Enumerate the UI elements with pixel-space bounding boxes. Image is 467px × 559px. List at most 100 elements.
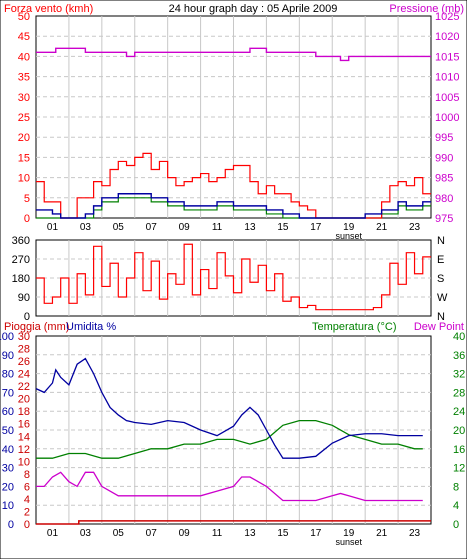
rain-tick-label: 28 <box>18 344 30 356</box>
chart-title: 24 hour graph day : 05 Aprile 2009 <box>169 3 338 15</box>
direction-tick-label: 270 <box>12 254 30 266</box>
temperature-tick-label: 8 <box>453 481 459 493</box>
wind-speed-tick-label: 40 <box>18 51 30 63</box>
pressure-tick-label: 1005 <box>435 92 459 104</box>
pressure-tick-label: 975 <box>435 213 453 225</box>
panel1-tick-label: 07 <box>146 222 158 233</box>
panel3-tick-label: 07 <box>146 528 158 539</box>
temperature-series <box>36 419 423 459</box>
panel1-tick-label: 21 <box>376 222 388 233</box>
wind-speed-series <box>36 152 431 219</box>
panel3-tick-label: 11 <box>212 528 223 539</box>
panel1-tick-label: 17 <box>310 222 322 233</box>
panel1-tick-label: 05 <box>113 222 125 233</box>
rain-tick-label: 12 <box>18 444 30 456</box>
pressure-tick-label: 1010 <box>435 72 459 84</box>
panel1-tick-label: 03 <box>80 222 92 233</box>
wind-speed-tick-label: 20 <box>18 132 30 144</box>
panel1-tick-label: 13 <box>244 222 256 233</box>
panel3-tick-label: 21 <box>376 528 388 539</box>
temperature-tick-label: 24 <box>453 406 465 418</box>
humidity-tick-label: 50 <box>2 425 14 437</box>
panel3-tick-label: 03 <box>80 528 92 539</box>
humidity-tick-label: 40 <box>2 444 14 456</box>
humidity-tick-label: 60 <box>2 406 14 418</box>
pressure-series <box>36 47 431 62</box>
panel3-tick-label: 05 <box>113 528 125 539</box>
compass-tick-label: S <box>437 273 444 285</box>
wind-speed-tick-label: 25 <box>18 112 30 124</box>
temperature-tick-label: 32 <box>453 369 465 381</box>
wind-average-series <box>36 193 431 219</box>
wind-speed-tick-label: 0 <box>24 213 30 225</box>
wind-speed-tick-label: 10 <box>18 173 30 185</box>
temperature-tick-label: 20 <box>453 425 465 437</box>
dew-point-series <box>36 471 423 502</box>
panel3-tick-label: 23 <box>409 528 421 539</box>
panel3-tick-label: 01 <box>47 528 59 539</box>
temperature-tick-label: 12 <box>453 463 465 475</box>
temperature-tick-label: 36 <box>453 350 465 362</box>
humidity-temperature-panel: 0102030405060708090100024681012141618202… <box>0 331 465 547</box>
panel3-tick-label: 15 <box>277 528 289 539</box>
rain-tick-label: 22 <box>18 381 30 393</box>
panel1-tick-label: 11 <box>212 222 223 233</box>
wind-speed-tick-label: 45 <box>18 31 30 43</box>
panel3-tick-label: 13 <box>244 528 256 539</box>
rain-tick-label: 8 <box>24 469 30 481</box>
pressure-axis-label: Pressione (mb) <box>389 3 464 15</box>
rain-tick-label: 6 <box>24 481 30 493</box>
pressure-tick-label: 990 <box>435 152 453 164</box>
rain-tick-label: 10 <box>18 456 30 468</box>
panel1-tick-label: 15 <box>277 222 289 233</box>
temperature-tick-label: 16 <box>453 444 465 456</box>
rain-tick-label: 0 <box>24 519 30 531</box>
panel1-tick-label: 19 <box>343 222 355 233</box>
rain-tick-label: 2 <box>24 506 30 518</box>
compass-tick-label: N <box>437 311 445 323</box>
wind-speed-tick-label: 5 <box>24 193 30 205</box>
panel3-tick-label: 09 <box>179 528 191 539</box>
compass-tick-label: W <box>437 292 448 304</box>
wind-direction-series <box>36 243 431 311</box>
wind-pressure-panel: 0510152025303540455097598098599099510001… <box>18 11 460 241</box>
temperature-axis-label: Temperatura (°C) <box>312 321 396 333</box>
pressure-tick-label: 980 <box>435 193 453 205</box>
rain-tick-label: 24 <box>18 369 30 381</box>
sunset-label: sunset <box>335 231 362 241</box>
rain-tick-label: 18 <box>18 406 30 418</box>
humidity-tick-label: 30 <box>2 463 14 475</box>
direction-tick-label: 360 <box>12 235 30 247</box>
rain-tick-label: 26 <box>18 356 30 368</box>
rain-tick-label: 14 <box>18 431 30 443</box>
direction-tick-label: 0 <box>24 311 30 323</box>
pressure-tick-label: 1015 <box>435 51 459 63</box>
temperature-tick-label: 28 <box>453 387 465 399</box>
rain-tick-label: 16 <box>18 419 30 431</box>
humidity-series <box>35 357 423 459</box>
pressure-tick-label: 1025 <box>435 11 459 23</box>
dew-point-axis-label: Dew Point <box>414 321 464 333</box>
panel3-tick-label: 17 <box>310 528 322 539</box>
humidity-tick-label: 100 <box>0 331 14 343</box>
sunset-label: sunset <box>335 537 362 547</box>
rain-tick-label: 20 <box>18 394 30 406</box>
direction-tick-label: 90 <box>18 292 30 304</box>
temperature-tick-label: 4 <box>453 500 459 512</box>
temperature-tick-label: 0 <box>453 519 459 531</box>
panel1-tick-label: 23 <box>409 222 421 233</box>
temperature-tick-label: 40 <box>453 331 465 343</box>
wind-speed-tick-label: 30 <box>18 92 30 104</box>
pressure-tick-label: 1020 <box>435 31 459 43</box>
wind-speed-axis-label: Forza vento (kmh) <box>4 3 93 15</box>
pressure-tick-label: 1000 <box>435 112 459 124</box>
panel1-tick-label: 09 <box>179 222 191 233</box>
wind-speed-tick-label: 15 <box>18 152 30 164</box>
rain-axis-label: Pioggia (mm) <box>4 321 69 333</box>
humidity-tick-label: 10 <box>2 500 14 512</box>
panel3-tick-label: 19 <box>343 528 355 539</box>
wind-speed-tick-label: 35 <box>18 72 30 84</box>
